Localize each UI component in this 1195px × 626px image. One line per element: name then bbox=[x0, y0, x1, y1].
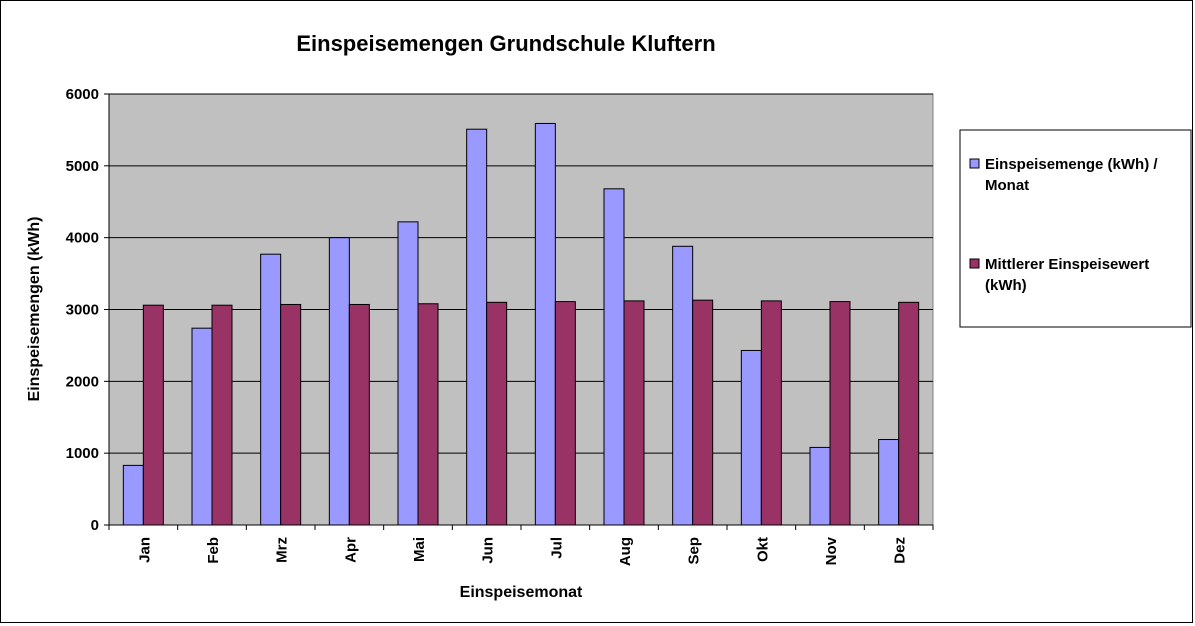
y-tick-label: 4000 bbox=[66, 230, 99, 247]
legend-swatch bbox=[969, 158, 980, 169]
bar-mittlerer-einspeisewert bbox=[280, 303, 302, 526]
legend-label: (kWh) bbox=[985, 277, 1027, 294]
x-tick-label: Aug bbox=[617, 537, 634, 566]
bar-mittlerer-einspeisewert bbox=[486, 301, 508, 526]
x-tick-label: Mai bbox=[411, 537, 428, 562]
bar-mittlerer-einspeisewert bbox=[692, 299, 714, 526]
chart-title: Einspeisemengen Grundschule Kluftern bbox=[296, 31, 715, 56]
x-tick-label: Mrz bbox=[274, 537, 291, 563]
x-tick-label: Feb bbox=[205, 537, 222, 564]
y-axis-label: Einspeisemengen (kWh) bbox=[26, 217, 43, 402]
bar-einspeisemenge bbox=[260, 253, 282, 526]
y-tick-label: 0 bbox=[91, 517, 99, 534]
x-tick-label: Nov bbox=[823, 536, 840, 565]
y-tick-label: 2000 bbox=[66, 373, 99, 390]
plot-area: 0 1000 2000 3000 4000 5000 6000 Jan Feb Mrz Apr Mai… bbox=[66, 86, 934, 566]
legend-label: Mittlerer Einspeisewert bbox=[985, 256, 1149, 273]
x-axis-label: Einspeisemonat bbox=[460, 584, 583, 601]
bar-mittlerer-einspeisewert bbox=[417, 303, 439, 526]
bar-einspeisemenge bbox=[534, 122, 556, 526]
x-tick-label: Okt bbox=[754, 537, 771, 562]
legend-label: Einspeisemenge (kWh) / bbox=[985, 156, 1158, 173]
y-tick-label: 3000 bbox=[66, 302, 99, 319]
bar-einspeisemenge bbox=[122, 464, 144, 526]
legend: Einspeisemenge (kWh) / Monat Mittlerer Ein… bbox=[959, 129, 1192, 328]
x-tick-label: Sep bbox=[686, 537, 703, 565]
bar-mittlerer-einspeisewert bbox=[760, 300, 782, 526]
bar-einspeisemenge bbox=[672, 245, 694, 526]
bar-mittlerer-einspeisewert bbox=[898, 301, 920, 526]
bar-einspeisemenge bbox=[878, 439, 900, 526]
bar-einspeisemenge bbox=[809, 446, 831, 526]
bar-mittlerer-einspeisewert bbox=[348, 303, 370, 526]
bar-mittlerer-einspeisewert bbox=[142, 304, 164, 526]
bar-mittlerer-einspeisewert bbox=[623, 300, 645, 526]
x-tick-label: Jan bbox=[136, 537, 153, 563]
x-tick-label: Jun bbox=[480, 537, 497, 564]
bar-einspeisemenge bbox=[328, 237, 350, 526]
x-tick-label: Dez bbox=[892, 537, 909, 564]
y-tick-label: 6000 bbox=[66, 86, 99, 103]
y-tick-label: 1000 bbox=[66, 445, 99, 462]
x-tick-label: Apr bbox=[342, 537, 359, 563]
bar-mittlerer-einspeisewert bbox=[211, 304, 233, 526]
y-tick-label: 5000 bbox=[66, 158, 99, 175]
bar-einspeisemenge bbox=[466, 128, 488, 526]
bar-einspeisemenge bbox=[603, 188, 625, 526]
bar-einspeisemenge bbox=[740, 349, 762, 526]
legend-label: Monat bbox=[985, 177, 1029, 194]
bar-einspeisemenge bbox=[191, 327, 213, 526]
legend-swatch bbox=[969, 258, 980, 269]
bar-mittlerer-einspeisewert bbox=[829, 301, 851, 526]
bar-mittlerer-einspeisewert bbox=[554, 301, 576, 526]
bar-einspeisemenge bbox=[397, 221, 419, 526]
legend-box bbox=[959, 129, 1192, 328]
x-tick-label: Jul bbox=[548, 537, 565, 559]
